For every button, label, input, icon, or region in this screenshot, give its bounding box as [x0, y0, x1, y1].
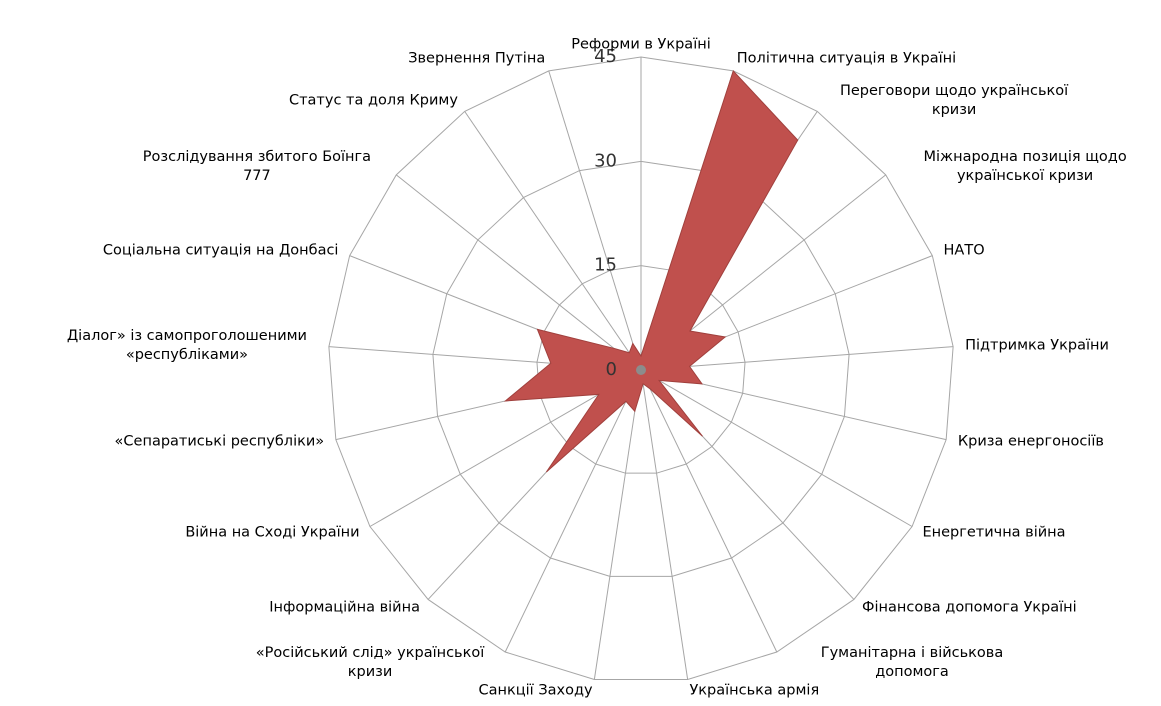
spoke: [395, 174, 642, 371]
category-label: Війна на Сході України: [185, 524, 360, 540]
tick-label: 45: [594, 46, 617, 67]
category-label: Діалог» із самопроголошеними «республіка…: [66, 327, 307, 363]
spoke: [548, 70, 642, 371]
category-label: Підтримка України: [965, 337, 1109, 354]
tick-label: 0: [606, 359, 617, 380]
spoke: [640, 346, 954, 371]
category-label: Переговори щодо української кризи: [839, 83, 1069, 119]
tick-label: 15: [594, 255, 617, 276]
tick-label: 30: [594, 150, 617, 171]
spoke: [640, 369, 778, 653]
category-label: «Сепаратиські республіки»: [114, 433, 325, 450]
category-label: Міжнародна позиція щодо української криз…: [923, 149, 1127, 185]
category-label: Розслідування збитого Боїнга 777: [142, 149, 372, 185]
spoke: [640, 369, 913, 527]
spoke: [640, 369, 689, 680]
spoke: [504, 369, 642, 653]
series-area: [503, 69, 799, 473]
category-label: Політична ситуація в Україні: [736, 50, 957, 67]
center: [636, 365, 646, 375]
category-label: Гуманітарна і військова допомога: [820, 644, 1004, 680]
grid-ring: [536, 265, 746, 474]
category-label: Санкції Заходу: [478, 682, 593, 699]
grid-ring: [328, 56, 954, 681]
category-label: Криза енергоносіїв: [957, 433, 1104, 450]
category-label: Фінансова допомога Україні: [862, 599, 1077, 616]
category-label: Українська армія: [689, 682, 820, 699]
category-label: Реформи в Україні: [571, 36, 711, 53]
category-label: НАТО: [943, 242, 985, 259]
category-label: «Російський слід» української кризи: [255, 644, 485, 680]
spoke: [369, 369, 642, 527]
spoke: [464, 111, 642, 371]
category-label: Звернення Путіна: [408, 50, 546, 67]
category-label: Соціальна ситуація на Донбасі: [102, 242, 339, 259]
category-label: Статус та доля Криму: [288, 92, 458, 109]
category-label: Інформаційна війна: [269, 599, 420, 616]
category-label: Енергетична війна: [922, 524, 1066, 540]
grid-ring: [432, 160, 850, 577]
spoke: [593, 369, 642, 680]
